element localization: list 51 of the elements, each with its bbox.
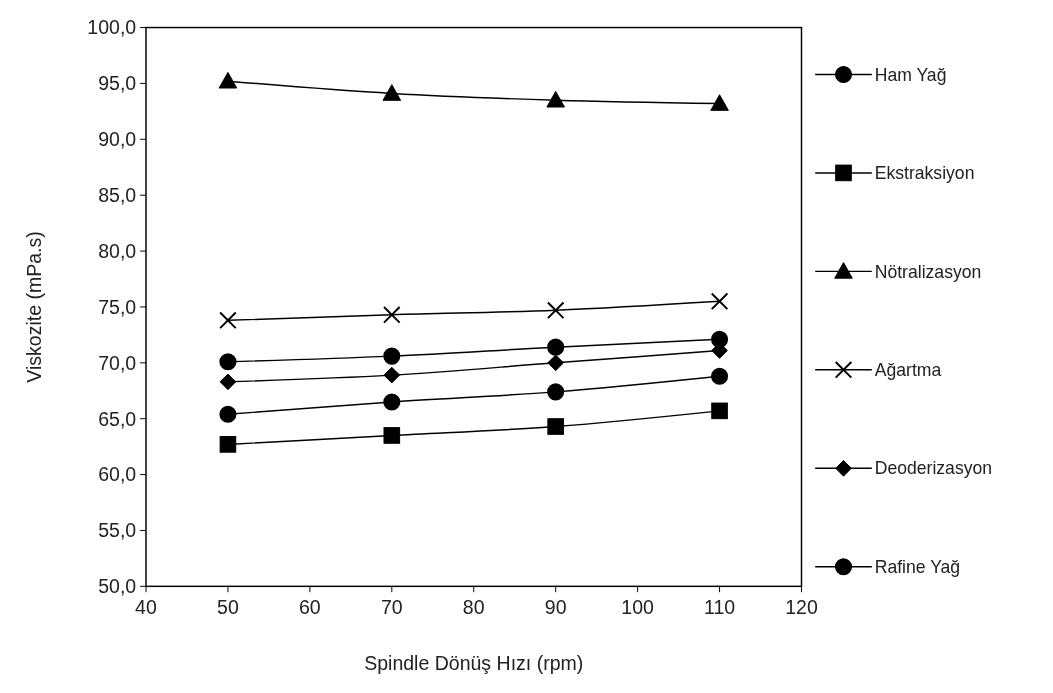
point <box>383 393 401 411</box>
point <box>711 402 728 420</box>
point <box>546 301 565 320</box>
y-tick-label: 65,0 <box>98 407 137 430</box>
x-axis-title: Spindle Dönüş Hızı (rpm) <box>364 652 584 675</box>
y-axis-title: Viskozite (mPa.s) <box>23 231 46 383</box>
x-tick-label: 40 <box>135 595 157 618</box>
x-tick-label: 50 <box>217 595 239 618</box>
y-tick-label: 95,0 <box>98 72 137 95</box>
point <box>383 305 401 324</box>
x-tick-label: 80 <box>462 595 485 618</box>
legend-label: Rafine Yağ <box>874 556 961 577</box>
y-tick-label: 90,0 <box>98 128 137 151</box>
point <box>382 84 402 101</box>
legend-label: Nötralizasyon <box>874 261 982 282</box>
point <box>219 373 237 391</box>
point <box>219 353 237 371</box>
point <box>218 71 238 89</box>
x-tick-label: 70 <box>380 595 403 618</box>
point <box>383 427 401 444</box>
x-tick-label: 120 <box>785 595 818 618</box>
x-tick-label: 110 <box>704 595 736 618</box>
point <box>219 436 237 453</box>
y-tick-label: 70,0 <box>98 351 137 374</box>
x-tick-label: 60 <box>299 595 321 618</box>
point <box>710 94 729 111</box>
point <box>711 330 729 348</box>
point <box>383 366 401 384</box>
y-tick-label: 100,0 <box>87 16 137 39</box>
point <box>219 405 237 423</box>
point <box>710 292 729 311</box>
legend-label: Ağartma <box>874 360 942 380</box>
point <box>383 347 401 365</box>
x-tick-label: 90 <box>544 595 567 618</box>
y-tick-label: 55,0 <box>98 519 137 542</box>
point <box>711 367 729 385</box>
y-tick-label: 80,0 <box>98 239 137 262</box>
legend-label: Ekstraksiyon <box>874 163 975 184</box>
x-tick-label: 100 <box>621 595 655 618</box>
y-tick-label: 85,0 <box>98 184 137 207</box>
point <box>547 383 565 401</box>
y-tick-label: 60,0 <box>98 463 137 486</box>
point <box>219 311 237 330</box>
legend-label: Ham Yağ <box>874 64 947 85</box>
point <box>546 90 565 108</box>
y-tick-label: 75,0 <box>98 295 137 318</box>
point <box>547 418 564 435</box>
legend-label: Deoderizasyon <box>874 458 993 479</box>
y-tick-label: 50,0 <box>98 575 137 598</box>
point <box>547 354 564 372</box>
point <box>547 338 565 356</box>
